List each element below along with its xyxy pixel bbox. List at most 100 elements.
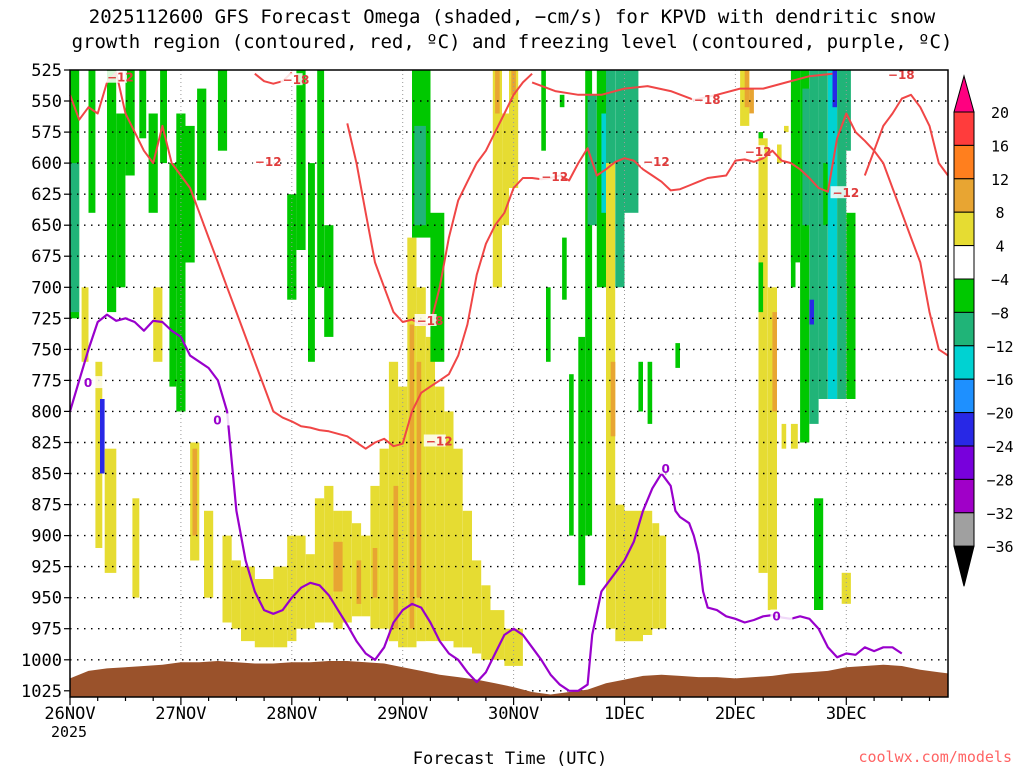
x-tick-label-3DEC: 3DEC	[826, 704, 867, 724]
plot-axes: 525 550 575 600 625 650 675 700 725 750 775 800 825 8…	[21, 61, 949, 724]
omega-cell-1	[70, 163, 80, 313]
x-tick-label-27NOV: 27NOV	[155, 704, 206, 724]
freezing-label-3: 0	[772, 610, 780, 624]
omega-cell-103	[781, 423, 787, 449]
omega-cell-107	[800, 70, 810, 443]
omega-cell-32	[305, 554, 315, 629]
dgz-label-0-bg-5	[830, 186, 853, 199]
dgz-label-1-bg-0	[280, 73, 303, 86]
dgz-label-0-bg-0	[105, 70, 127, 83]
omega-cell-6	[104, 448, 117, 573]
x-axis-label: Forecast Time (UTC)	[413, 749, 607, 768]
y-tick-label-575: 575	[31, 123, 62, 143]
colorbar-swatch-3	[953, 178, 975, 213]
x-tick-label-30NOV: 30NOV	[488, 704, 539, 724]
dgz-label-0-bg-1	[252, 155, 275, 168]
omega-cell-90	[647, 361, 653, 424]
y-tick-label-550: 550	[31, 92, 62, 112]
colorbar-swatch-4	[953, 211, 975, 247]
omega-cell-45	[372, 548, 378, 598]
freezing-label-2: 0	[662, 462, 670, 476]
terrain-fill	[70, 661, 948, 697]
dgz-label-0-bg-3	[641, 155, 663, 168]
dgz-label-0-3: −12	[643, 155, 670, 169]
y-tick-label-525: 525	[31, 61, 62, 81]
omega-cell-74	[562, 237, 567, 300]
colorbar-swatch-6	[953, 278, 975, 313]
omega-cell-91	[652, 523, 660, 629]
omega-cell-87	[624, 510, 643, 642]
omega-cell-35	[317, 70, 325, 288]
omega-cell-49	[398, 386, 408, 648]
omega-cell-60	[453, 448, 463, 648]
x-axis-year: 2025	[51, 723, 87, 741]
omega-cell-72	[546, 287, 551, 362]
omega-cell-99	[758, 262, 764, 313]
omega-cell-2	[81, 287, 89, 362]
omega-cell-77	[585, 70, 593, 536]
y-tick-label-675: 675	[31, 247, 62, 267]
x-tick-label-1DEC: 1DEC	[604, 704, 645, 724]
colorbar-label-2: 12	[991, 171, 1009, 189]
omega-cell-24	[231, 560, 241, 629]
omega-cell-5	[100, 399, 105, 474]
omega-cell-62	[472, 560, 482, 654]
omega-cell-27	[273, 566, 288, 648]
omega-cell-15	[169, 163, 177, 387]
omega-cell-92	[659, 535, 667, 629]
omega-cell-3	[88, 70, 96, 213]
dgz-label-0-6: −12	[426, 435, 453, 449]
y-tick-label-1025: 1025	[21, 682, 62, 702]
y-tick-label-750: 750	[31, 340, 62, 360]
y-tick-label-875: 875	[31, 496, 62, 516]
colorbar-swatch-7	[953, 311, 975, 347]
colorbar-swatch-11	[953, 445, 975, 480]
dgz-label-1-bg-3	[885, 68, 908, 81]
x-tick-label-2DEC: 2DEC	[715, 704, 756, 724]
omega-cell-111	[818, 70, 828, 399]
omega-cell-33	[308, 163, 315, 362]
omega-cell-46	[379, 448, 389, 629]
omega-cell-19	[192, 448, 198, 536]
freezing-label-bg-3	[770, 609, 793, 622]
omega-cell-85	[615, 504, 625, 642]
omega-cell-88	[638, 361, 643, 412]
omega-cell-25	[241, 566, 255, 642]
dgz-contour-0	[69, 71, 949, 450]
omega-cell-54	[425, 336, 435, 642]
omega-cell-114	[832, 70, 838, 108]
colorbar-label-11: −28	[986, 471, 1013, 489]
omega-cell-43	[361, 535, 371, 617]
omega-cell-63	[481, 585, 491, 660]
omega-cell-8	[116, 113, 126, 288]
omega-cell-117	[846, 212, 856, 399]
omega-cell-58	[435, 386, 445, 642]
dgz-label-1-3: −18	[888, 68, 915, 82]
omega-cell-104	[784, 125, 789, 133]
x-tick-label-26NOV: 26NOV	[44, 704, 95, 724]
y-tick-label-650: 650	[31, 216, 62, 236]
x-tick-label-28NOV: 28NOV	[266, 704, 317, 724]
omega-cell-109	[809, 70, 819, 424]
dgz-label-0-bg-2	[539, 170, 562, 182]
chart-title-line-2: growth region (contoured, red, ºC) and f…	[71, 31, 953, 53]
freezing-label-1: 0	[213, 413, 221, 427]
colorbar-label-6: −8	[991, 304, 1009, 322]
y-tick-label-700: 700	[31, 278, 62, 298]
omega-cell-73	[559, 94, 565, 108]
y-tick-label-725: 725	[31, 309, 62, 329]
dgz-label-0-2: −12	[541, 170, 568, 184]
omega-cell-108	[802, 88, 810, 226]
omega-cell-39	[333, 541, 345, 592]
omega-cell-61	[462, 510, 472, 648]
omega-cell-36	[324, 485, 334, 623]
omega-cell-102	[777, 144, 782, 164]
dgz-label-1-bg-2	[691, 93, 714, 105]
omega-cell-23	[222, 535, 232, 623]
colorbar-swatch-1	[953, 111, 975, 146]
omega-cell-11	[139, 70, 147, 139]
omega-cell-80	[601, 113, 606, 213]
colorbar-top-arrow	[953, 74, 975, 113]
y-tick-label-625: 625	[31, 185, 62, 205]
colorbar-swatch-10	[953, 412, 975, 447]
